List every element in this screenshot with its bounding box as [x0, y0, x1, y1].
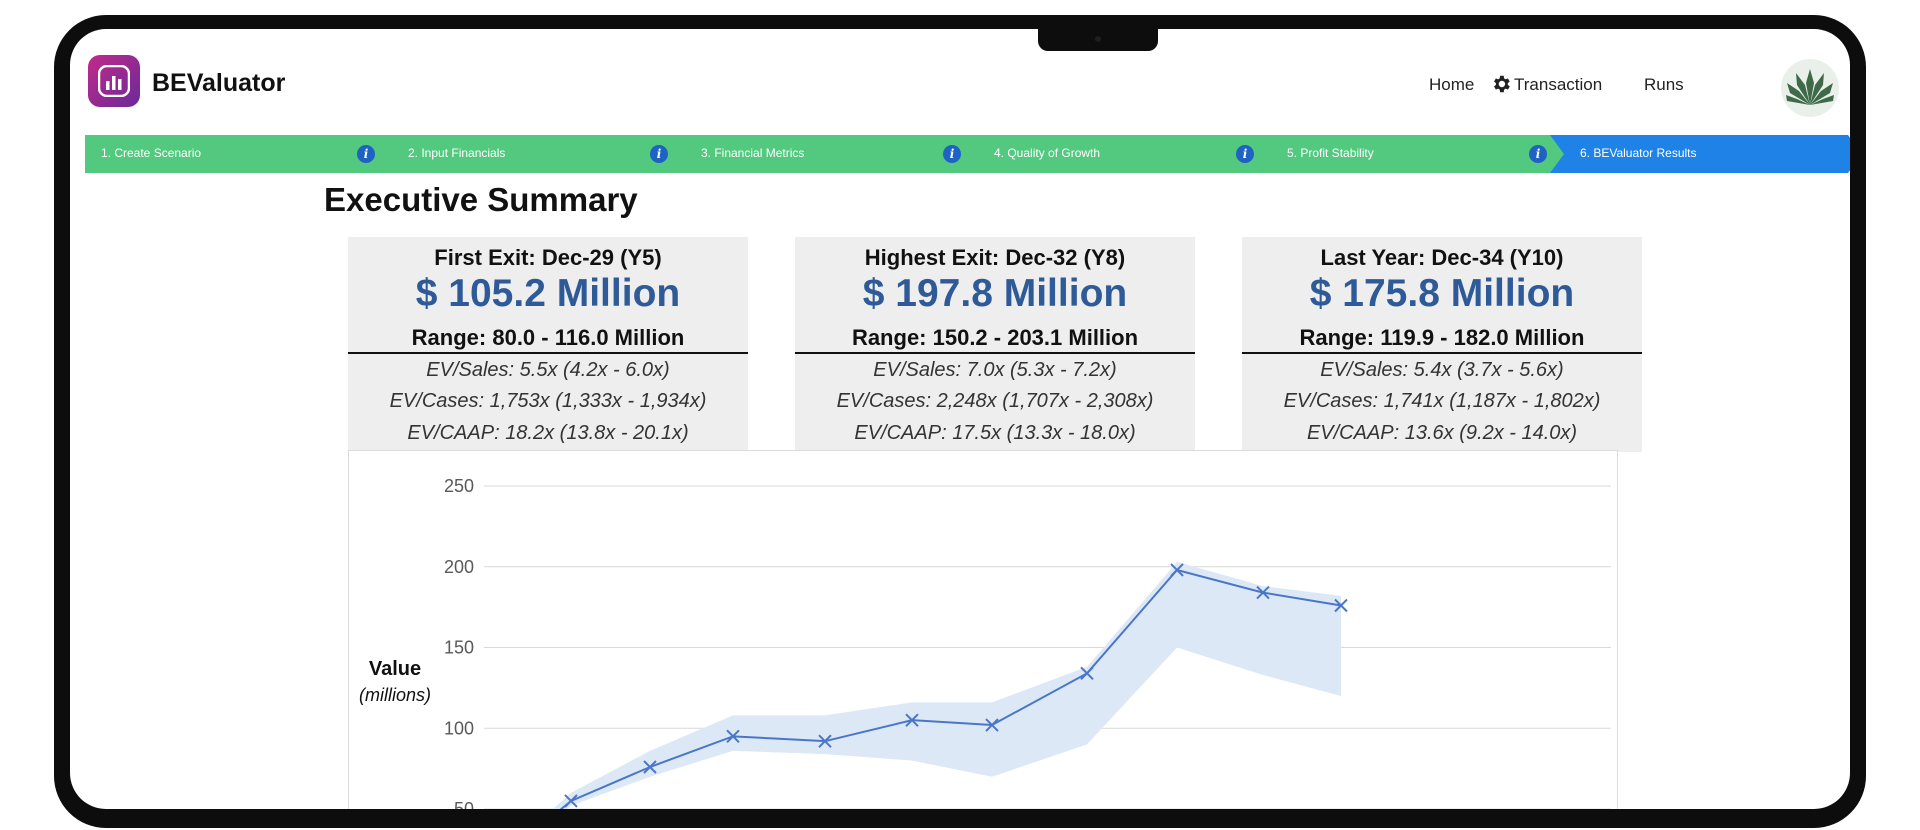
y-tick-label: 50 [454, 799, 474, 809]
exit-card-last: Last Year: Dec-34 (Y10) $ 175.8 Million … [1242, 237, 1642, 452]
ev-sales: EV/Sales: 5.4x (3.7x - 5.6x) [1320, 359, 1564, 381]
data-point-marker [818, 734, 832, 748]
app-screen: BEValuator Home Transaction Runs 1. Crea… [70, 29, 1850, 809]
divider [795, 352, 1195, 354]
divider [348, 352, 748, 354]
data-point-marker [985, 718, 999, 732]
card-amount: $ 197.8 Million [862, 272, 1128, 315]
exit-card-highest: Highest Exit: Dec-32 (Y8) $ 197.8 Millio… [795, 237, 1195, 452]
data-point-marker [1170, 563, 1184, 577]
step-6[interactable]: 6. BEValuator Results [1550, 135, 1850, 173]
step-4[interactable]: 4. Quality of Growth i [964, 135, 1276, 173]
exit-card-first: First Exit: Dec-29 (Y5) $ 105.2 Million … [348, 237, 748, 452]
ev-cases: EV/Cases: 2,248x (1,707x - 2,308x) [836, 390, 1154, 412]
card-amount: $ 175.8 Million [1309, 272, 1575, 315]
ev-sales: EV/Sales: 7.0x (5.3x - 7.2x) [873, 359, 1117, 381]
gear-icon[interactable] [1490, 73, 1512, 95]
ev-caap: EV/CAAP: 18.2x (13.8x - 20.1x) [407, 422, 689, 444]
step-label: 2. Input Financials [408, 146, 506, 160]
step-2[interactable]: 2. Input Financials i [378, 135, 690, 173]
y-axis-unit: (millions) [359, 685, 431, 705]
nav-home[interactable]: Home [1429, 75, 1475, 94]
progress-stepper: 1. Create Scenario i 2. Input Financials i 3… [85, 135, 1850, 173]
camera-dot [1095, 36, 1101, 42]
y-tick-label: 100 [444, 718, 474, 738]
data-point-marker [1334, 598, 1348, 613]
ev-cases: EV/Cases: 1,741x (1,187x - 1,802x) [1283, 390, 1601, 412]
card-heading: Last Year: Dec-34 (Y10) [1320, 245, 1564, 270]
data-point-marker [1256, 585, 1270, 600]
card-heading: Highest Exit: Dec-32 (Y8) [864, 245, 1126, 270]
page-title: Executive Summary [324, 181, 638, 218]
data-point-marker [726, 729, 740, 744]
ev-caap: EV/CAAP: 13.6x (9.2x - 14.0x) [1306, 422, 1578, 444]
y-tick-label: 250 [444, 476, 474, 496]
card-heading: First Exit: Dec-29 (Y5) [434, 245, 662, 270]
card-amount: $ 105.2 Million [415, 272, 681, 315]
card-range: Range: 150.2 - 203.1 Million [851, 325, 1139, 350]
divider [1242, 352, 1642, 354]
info-icon[interactable]: i [1236, 145, 1254, 163]
range-band [553, 561, 1341, 809]
y-axis-label: Value [369, 658, 421, 680]
step-3[interactable]: 3. Financial Metrics i [671, 135, 983, 173]
camera-notch [1038, 29, 1158, 51]
ev-sales: EV/Sales: 5.5x (4.2x - 6.0x) [426, 359, 670, 381]
step-1[interactable]: 1. Create Scenario i [85, 135, 397, 173]
info-icon[interactable]: i [1529, 145, 1547, 163]
info-icon[interactable]: i [357, 145, 375, 163]
data-point-marker [1080, 666, 1094, 681]
data-point-marker [564, 794, 578, 808]
data-point-marker [905, 713, 919, 727]
value-chart-panel: 50 100 150 200 250 Value (millions) [348, 450, 1618, 809]
step-label: 1. Create Scenario [101, 146, 202, 160]
bar-chart-logo-icon[interactable] [88, 55, 140, 107]
data-point-marker [643, 760, 657, 774]
step-label: 3. Financial Metrics [701, 146, 805, 160]
ev-cases: EV/Cases: 1,753x (1,333x - 1,934x) [389, 390, 707, 412]
step-label: 4. Quality of Growth [994, 146, 1101, 160]
nav-transaction[interactable]: Transaction [1514, 75, 1603, 94]
ev-caap: EV/CAAP: 17.5x (13.3x - 18.0x) [854, 422, 1136, 444]
step-5[interactable]: 5. Profit Stability i [1257, 135, 1569, 173]
value-line-chart: 50 100 150 200 250 Value (millions) [359, 476, 1611, 809]
device-frame: BEValuator Home Transaction Runs 1. Crea… [54, 15, 1866, 828]
step-label: 5. Profit Stability [1287, 146, 1374, 160]
info-icon[interactable]: i [943, 145, 961, 163]
card-range: Range: 119.9 - 182.0 Million [1299, 325, 1585, 350]
nav-runs[interactable]: Runs [1644, 75, 1684, 94]
y-tick-label: 150 [444, 638, 474, 658]
y-tick-label: 200 [444, 557, 474, 577]
info-icon[interactable]: i [650, 145, 668, 163]
avatar[interactable] [1781, 59, 1839, 117]
step-label: 6. BEValuator Results [1580, 146, 1697, 160]
app-name[interactable]: BEValuator [152, 69, 286, 97]
card-range: Range: 80.0 - 116.0 Million [411, 325, 685, 350]
